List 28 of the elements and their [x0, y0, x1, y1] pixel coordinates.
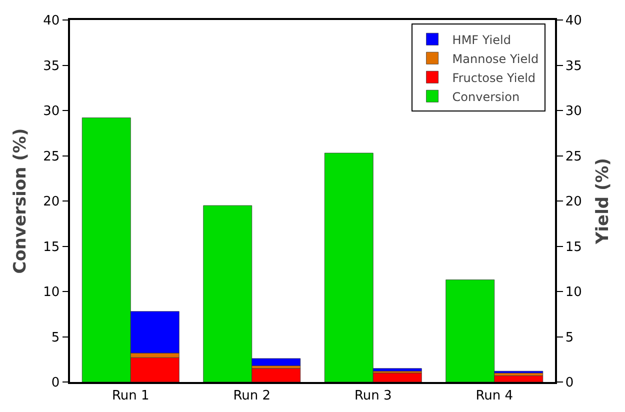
legend-label: HMF Yield: [452, 32, 511, 47]
y-axis-title: Conversion (%): [10, 128, 30, 274]
y-tick-label: 40: [43, 14, 60, 29]
y2-tick-label: 10: [565, 285, 582, 300]
y-tick-label: 10: [43, 285, 60, 300]
legend-label: Fructose Yield: [452, 70, 536, 85]
y-tick-label: 35: [43, 58, 60, 74]
y-tick-label: 5: [51, 330, 60, 346]
y-tick-label: 20: [43, 194, 60, 210]
x-tick-label: Run 4: [476, 388, 514, 404]
y2-tick-label: 20: [565, 194, 582, 210]
x-tick-label: Run 1: [112, 388, 150, 404]
y2-tick-label: 35: [565, 58, 582, 74]
y2-tick-label: 30: [565, 104, 582, 120]
y-tick-label: 15: [43, 240, 60, 255]
x-tick-label: Run 3: [354, 388, 392, 404]
y-tick-label: 30: [43, 104, 60, 120]
x-tick-label: Run 2: [233, 388, 271, 404]
y-tick-label: 25: [43, 149, 60, 164]
y-tick-label: 0: [51, 376, 60, 391]
legend-label: Conversion: [452, 90, 520, 104]
legend-label: Mannose Yield: [452, 52, 539, 66]
y2-tick-label: 25: [565, 149, 582, 164]
y2-tick-label: 0: [565, 376, 574, 391]
y2-axis-title: Yield (%): [593, 158, 613, 246]
y2-tick-label: 15: [565, 240, 582, 255]
y2-tick-label: 5: [565, 330, 574, 346]
y2-tick-label: 40: [565, 14, 582, 29]
